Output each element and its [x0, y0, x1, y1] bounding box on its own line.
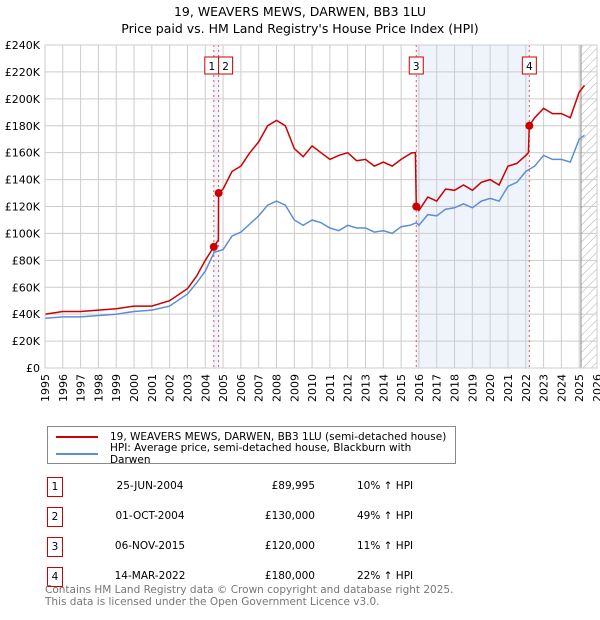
sale-date: 25-JUN-2004	[116, 480, 184, 492]
hpi-change: 10% ↑ HPI	[357, 480, 414, 492]
legend-item-property: 19, WEAVERS MEWS, DARWEN, BB3 1LU (semi-…	[56, 429, 446, 445]
table-row: 3 06-NOV-2015 £120,000 11% ↑ HPI	[45, 537, 445, 559]
sale-price: £130,000	[264, 510, 315, 522]
sale-date: 06-NOV-2015	[114, 540, 186, 552]
sale-label-box	[521, 56, 537, 75]
marker-number: 4	[47, 567, 63, 587]
sale-price: £89,995	[271, 480, 315, 492]
legend-swatch	[56, 453, 98, 455]
legend-label: 19, WEAVERS MEWS, DARWEN, BB3 1LU (semi-…	[110, 431, 447, 443]
y-tick-label: £160K	[5, 147, 41, 160]
marker-number: 3	[47, 537, 63, 557]
y-tick-label: £0	[26, 362, 40, 375]
x-tick-label: 2004	[199, 374, 212, 402]
x-tick-label: 2022	[520, 374, 533, 402]
x-tick-label: 2003	[181, 374, 194, 402]
x-tick-label: 2001	[146, 374, 159, 402]
hpi-change: 11% ↑ HPI	[357, 540, 414, 552]
y-tick-label: £80K	[12, 254, 41, 267]
y-tick-label: £100K	[5, 227, 41, 240]
property-series-line	[44, 84, 586, 315]
x-tick-label: 2012	[342, 374, 355, 402]
x-tick-label: 1995	[39, 374, 52, 402]
y-tick-label: £20K	[12, 335, 41, 348]
x-tick-label: 2011	[324, 374, 337, 402]
x-tick-label: 2000	[128, 374, 141, 402]
sale-price: £180,000	[264, 570, 315, 582]
marker-number: 2	[47, 507, 63, 527]
y-tick-label: £40K	[12, 308, 41, 321]
y-tick-label: £180K	[5, 120, 41, 133]
x-tick-label: 2013	[360, 374, 373, 402]
x-tick-label: 1996	[57, 374, 70, 402]
x-tick-label: 2016	[413, 374, 426, 402]
x-tick-label: 2019	[466, 374, 479, 402]
marker-number: 1	[47, 477, 63, 497]
sale-point	[214, 189, 223, 198]
x-tick-label: 2014	[377, 374, 390, 402]
sale-point	[412, 202, 421, 211]
x-tick-label: 2008	[270, 374, 283, 402]
x-tick-label: 2007	[253, 374, 266, 402]
sale-label: 4	[526, 61, 533, 73]
x-tick-label: 2018	[449, 374, 462, 402]
plot-border	[44, 44, 598, 369]
legend-label: HPI: Average price, semi-detached house,…	[109, 442, 412, 466]
x-tick-label: 2005	[217, 374, 230, 402]
sale-label: 2	[222, 61, 229, 73]
x-tick-label: 2009	[288, 374, 301, 402]
x-tick-label: 2010	[306, 374, 319, 402]
sale-price: £120,000	[264, 540, 315, 552]
footer-licence: This data is licensed under the Open Gov…	[45, 596, 380, 608]
x-tick-label: 2021	[502, 374, 515, 402]
sale-label-box	[408, 56, 424, 75]
hpi-change: 22% ↑ HPI	[357, 570, 414, 582]
x-tick-label: 1998	[92, 374, 105, 402]
sale-point	[525, 121, 534, 130]
table-row: 4 14-MAR-2022 £180,000 22% ↑ HPI	[45, 567, 445, 589]
x-tick-label: 2024	[555, 374, 568, 402]
x-tick-label: 2002	[164, 374, 177, 402]
legend: 19, WEAVERS MEWS, DARWEN, BB3 1LU (semi-…	[47, 426, 456, 466]
x-tick-label: 2026	[591, 374, 600, 402]
y-tick-label: £240K	[5, 39, 41, 52]
x-tick-label: 2015	[395, 374, 408, 402]
sale-point	[209, 242, 218, 251]
chart-subtitle: Price paid vs. HM Land Registry's House …	[121, 21, 479, 36]
y-tick-label: £200K	[5, 93, 41, 106]
chart-title: 19, WEAVERS MEWS, DARWEN, BB3 1LU	[173, 4, 427, 19]
sale-label: 1	[208, 61, 215, 73]
y-tick-label: £140K	[5, 174, 41, 187]
y-tick-label: £120K	[5, 201, 41, 214]
y-tick-label: £60K	[12, 281, 41, 294]
table-row: 2 01-OCT-2004 £130,000 49% ↑ HPI	[45, 507, 445, 529]
sale-label: 3	[413, 61, 420, 73]
y-tick-label: £220K	[5, 66, 41, 79]
x-tick-label: 2006	[235, 374, 248, 402]
hpi-change: 49% ↑ HPI	[357, 510, 414, 522]
footer-copyright: Contains HM Land Registry data © Crown c…	[45, 584, 454, 596]
table-row: 1 25-JUN-2004 £89,995 10% ↑ HPI	[45, 477, 445, 499]
x-tick-label: 2025	[573, 374, 586, 402]
x-tick-label: 2017	[431, 374, 444, 402]
x-tick-label: 1997	[75, 374, 88, 402]
legend-item-hpi: HPI: Average price, semi-detached house,…	[56, 442, 455, 466]
x-tick-label: 1999	[110, 374, 123, 402]
sale-label-box	[218, 56, 234, 75]
x-tick-label: 2023	[538, 374, 551, 402]
hpi-series-line	[44, 134, 585, 319]
sale-date: 14-MAR-2022	[114, 570, 186, 582]
sale-date: 01-OCT-2004	[115, 510, 185, 522]
legend-swatch	[56, 436, 98, 438]
price-chart: 1995 1996 1997 1998 1999 2000 2001 2002 2003 2004…	[5, 39, 600, 402]
x-tick-label: 2020	[484, 374, 497, 402]
